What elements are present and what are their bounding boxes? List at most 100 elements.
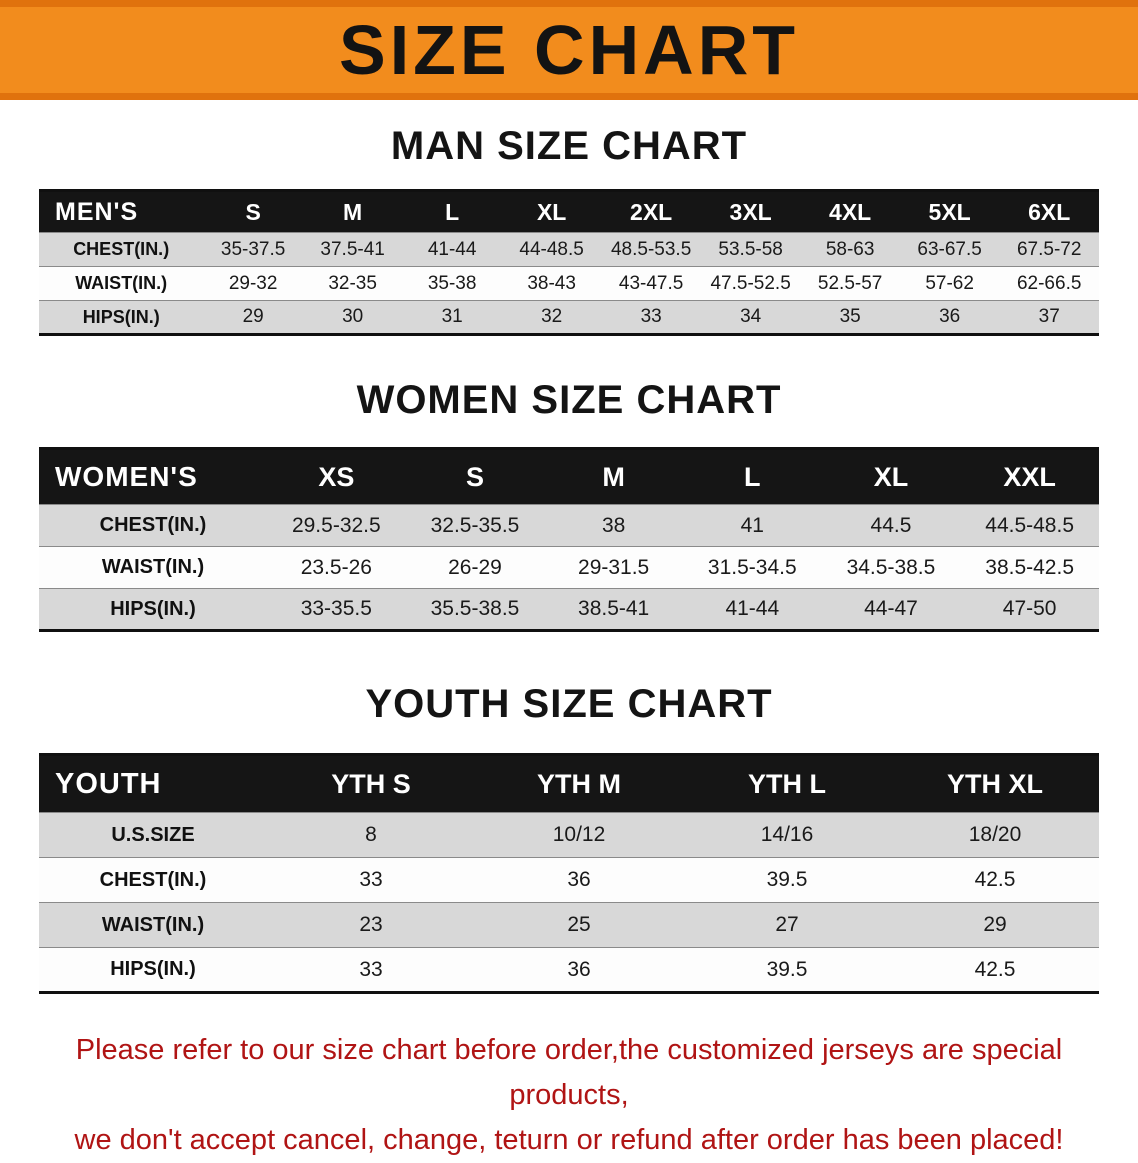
- size-value-cell: 29.5-32.5: [291, 513, 381, 537]
- size-column-header: YTH XL: [891, 754, 1099, 813]
- size-value-cell: 58-63: [825, 238, 875, 260]
- size-value-cell: 29: [242, 306, 264, 327]
- size-value-cell: 57-62: [925, 272, 974, 294]
- size-value-cell: 36: [567, 868, 591, 891]
- measurement-row: CHEST(IN.) 29.5-32.5 32.5-35.5 38 41 44.5 44.5…: [39, 504, 1099, 547]
- size-value-cell: 18/20: [968, 823, 1022, 846]
- row-label: CHEST(IN.): [99, 868, 207, 891]
- size-value-cell: 47.5-52.5: [710, 272, 791, 294]
- size-value-cell: 32: [541, 306, 563, 327]
- header-row: MEN'S S M L XL 2XL 3XL 4XL 5XL 6XL: [39, 190, 1099, 233]
- disclaimer: Please refer to our size chart before or…: [18, 1028, 1120, 1163]
- size-value-cell: 36: [939, 306, 961, 327]
- row-label: CHEST(IN.): [73, 239, 170, 259]
- size-value-cell: 33: [640, 306, 662, 327]
- size-column-header: YTH S: [267, 754, 475, 813]
- row-label: WAIST(IN.): [75, 273, 168, 293]
- size-column-header: XXL: [960, 448, 1099, 505]
- size-value-cell: 36: [567, 957, 591, 981]
- row-label: WAIST(IN.): [101, 556, 205, 578]
- table-corner-label: WOMEN'S: [39, 448, 267, 505]
- section-men: MAN SIZE CHART MEN'S S M L XL 2XL 3XL 4XL 5XL 6XL…: [0, 124, 1138, 336]
- size-value-cell: 35.5-38.5: [430, 597, 520, 620]
- table-corner-label: MEN'S: [39, 190, 204, 233]
- youth-section-heading: YOUTH SIZE CHART: [365, 682, 773, 726]
- size-column-header: 5XL: [899, 190, 1000, 233]
- size-value-cell: 63-67.5: [917, 238, 982, 260]
- measurement-row: CHEST(IN.) 33 36 39.5 42.5: [39, 857, 1099, 903]
- size-value-cell: 44.5: [870, 513, 912, 537]
- measurement-row: HIPS(IN.) 33 36 39.5 42.5: [39, 947, 1099, 993]
- size-column-header: L: [402, 190, 502, 233]
- size-column-header: 2XL: [601, 190, 701, 233]
- size-value-cell: 44.5-48.5: [985, 513, 1075, 537]
- size-column-header: M: [544, 448, 683, 505]
- size-column-header: YTH L: [683, 754, 891, 813]
- size-column-header: 6XL: [999, 190, 1099, 233]
- size-value-cell: 31: [441, 306, 463, 327]
- size-value-cell: 35: [839, 306, 861, 327]
- size-value-cell: 42.5: [974, 957, 1016, 981]
- size-value-cell: 67.5-72: [1016, 238, 1082, 260]
- measurement-row: HIPS(IN.) 33-35.5 35.5-38.5 38.5-41 41-44 44-…: [39, 588, 1099, 631]
- men-size-table: MEN'S S M L XL 2XL 3XL 4XL 5XL 6XL CHEST(IN.) 35-37…: [39, 189, 1099, 336]
- size-value-cell: 29-32: [228, 272, 278, 294]
- size-column-header: S: [203, 190, 303, 233]
- row-label: CHEST(IN.): [99, 514, 207, 536]
- size-value-cell: 38: [601, 513, 626, 537]
- disclaimer-line-2: we don't accept cancel, change, teturn o…: [74, 1123, 1064, 1156]
- size-value-cell: 48.5-53.5: [610, 238, 692, 260]
- size-column-header: 3XL: [700, 190, 801, 233]
- size-value-cell: 43-47.5: [618, 272, 684, 294]
- measurement-row: U.S.SIZE 8 10/12 14/16 18/20: [39, 812, 1099, 858]
- size-value-cell: 38.5-41: [578, 597, 650, 620]
- size-value-cell: 53.5-58: [718, 238, 783, 260]
- disclaimer-line-1: Please refer to our size chart before or…: [75, 1034, 1063, 1111]
- women-section-heading: WOMEN SIZE CHART: [356, 378, 782, 422]
- row-label: U.S.SIZE: [111, 823, 195, 846]
- size-value-cell: 25: [567, 913, 591, 936]
- size-value-cell: 38.5-42.5: [985, 555, 1075, 579]
- section-women: WOMEN SIZE CHART WOMEN'S XS S M L XL XXL CHEST(…: [0, 378, 1138, 632]
- size-value-cell: 44-47: [864, 597, 918, 620]
- size-value-cell: 33: [359, 868, 383, 891]
- size-value-cell: 52.5-57: [817, 272, 883, 294]
- banner: SIZE CHART: [0, 0, 1138, 100]
- size-value-cell: 33: [359, 957, 383, 981]
- row-label: HIPS(IN.): [110, 597, 196, 620]
- size-value-cell: 37: [1038, 306, 1060, 327]
- size-value-cell: 42.5: [974, 868, 1016, 891]
- measurement-row: WAIST(IN.) 23 25 27 29: [39, 902, 1099, 948]
- page-title: SIZE CHART: [339, 11, 799, 89]
- row-label: HIPS(IN.): [82, 306, 160, 327]
- section-youth: YOUTH SIZE CHART YOUTH YTH S YTH M YTH L YTH…: [0, 682, 1138, 994]
- women-size-table: WOMEN'S XS S M L XL XXL CHEST(IN.) 29.5-32.5 32.5…: [39, 447, 1099, 632]
- size-value-cell: 35-37.5: [220, 238, 286, 260]
- size-value-cell: 31.5-34.5: [707, 555, 797, 579]
- size-value-cell: 38-43: [527, 272, 576, 294]
- size-column-header: L: [682, 448, 822, 505]
- size-value-cell: 62-66.5: [1016, 272, 1082, 294]
- row-label: WAIST(IN.): [101, 913, 205, 936]
- header-row: YOUTH YTH S YTH M YTH L YTH XL: [39, 754, 1099, 813]
- measurement-row: WAIST(IN.) 29-32 32-35 35-38 38-43 43-47.5 47.…: [39, 266, 1099, 301]
- size-value-cell: 34: [740, 306, 762, 327]
- size-value-cell: 41: [740, 513, 764, 537]
- size-value-cell: 29: [983, 913, 1007, 936]
- size-value-cell: 35-38: [427, 272, 477, 294]
- youth-size-table: YOUTH YTH S YTH M YTH L YTH XL U.S.SIZE 8 10/12…: [39, 753, 1099, 994]
- size-value-cell: 32.5-35.5: [430, 513, 520, 537]
- size-column-header: XS: [267, 448, 406, 505]
- header-row: WOMEN'S XS S M L XL XXL: [39, 448, 1099, 505]
- measurement-row: WAIST(IN.) 23.5-26 26-29 29-31.5 31.5-34.5 34…: [39, 546, 1099, 589]
- size-column-header: M: [302, 190, 403, 233]
- size-value-cell: 26-29: [448, 555, 502, 579]
- size-value-cell: 47-50: [1002, 597, 1057, 620]
- size-value-cell: 44-48.5: [519, 238, 584, 260]
- size-value-cell: 41-44: [725, 597, 780, 620]
- size-column-header: XL: [501, 190, 602, 233]
- size-value-cell: 10/12: [552, 823, 606, 846]
- measurement-row: HIPS(IN.) 29 30 31 32 33 34 35 36 37: [39, 300, 1099, 335]
- row-label: HIPS(IN.): [110, 958, 196, 980]
